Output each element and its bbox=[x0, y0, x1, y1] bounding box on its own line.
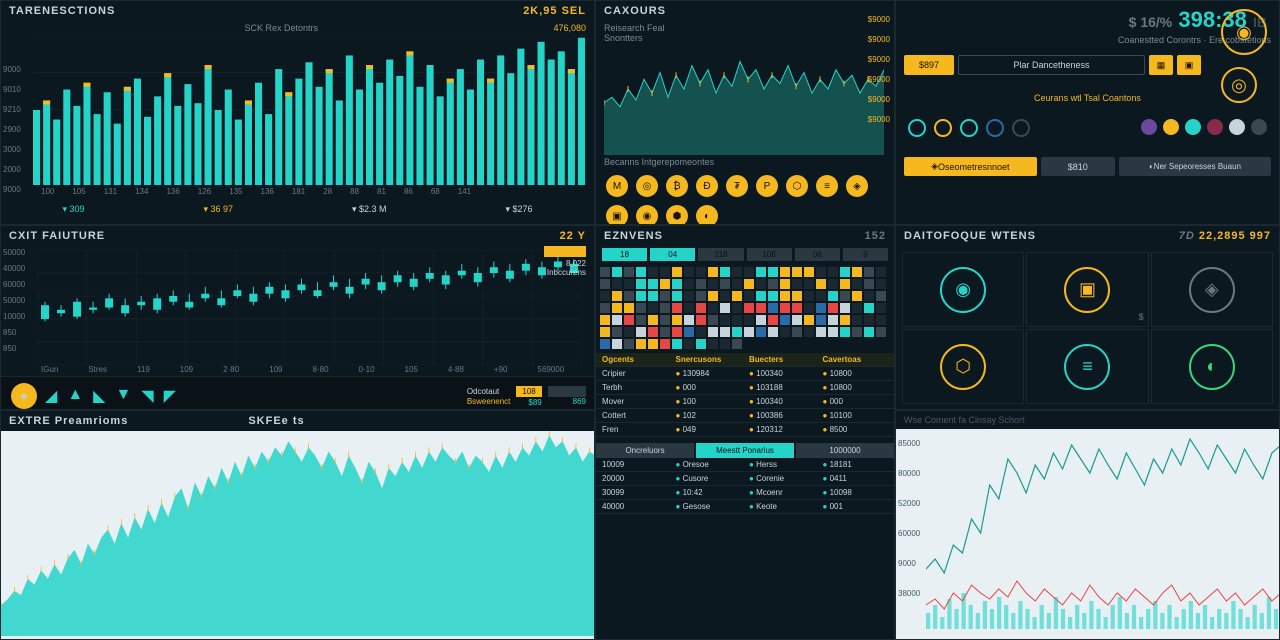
coin-icon[interactable]: P bbox=[756, 175, 778, 197]
asset-icon[interactable]: ◐ bbox=[1189, 344, 1235, 390]
panel-title: TARENESCTIONS bbox=[9, 5, 115, 17]
stat-value: ▾ 309 bbox=[62, 204, 84, 215]
indicator-dot[interactable] bbox=[1251, 119, 1267, 135]
table-row[interactable]: 30099● 10:42● Mcoenr● 10098 bbox=[596, 486, 894, 500]
comment-panel: Wse Coment fa Cinsay Schort 850008000052… bbox=[895, 410, 1280, 640]
coins-label: Becanns Intgerepomeontes bbox=[596, 155, 894, 169]
table-row[interactable]: Mover● 100● 100340● 000 bbox=[596, 395, 894, 409]
coin-icon[interactable]: ₿ bbox=[666, 175, 688, 197]
chart-icon[interactable]: ◤ bbox=[164, 386, 176, 406]
chart-icon[interactable]: ◣ bbox=[93, 386, 105, 406]
tab[interactable]: Meestt Ponarius bbox=[696, 443, 794, 458]
indicator-dot[interactable] bbox=[1141, 119, 1157, 135]
panel-title: EXTRE Preamrioms bbox=[9, 415, 128, 427]
panel-subtitle: SCK Rex Detontrs bbox=[244, 23, 318, 33]
stat-value: ▾ $276 bbox=[505, 204, 532, 215]
tab[interactable]: 218 bbox=[698, 248, 743, 261]
coin-icon[interactable]: ◐ bbox=[696, 205, 718, 225]
bar-chart: 9000901092102900300020009000 10010513113… bbox=[1, 35, 594, 225]
indicator-dot[interactable] bbox=[986, 119, 1004, 137]
coin-icon[interactable]: ⬢ bbox=[666, 205, 688, 225]
icon-button[interactable]: ▦ bbox=[1149, 55, 1173, 75]
tab[interactable]: 18 bbox=[602, 248, 647, 261]
coin-icon[interactable]: Ð bbox=[696, 175, 718, 197]
table-row[interactable]: Cottert● 102● 100386● 10100 bbox=[596, 409, 894, 423]
table-row[interactable]: 40000● Gesose● Keote● 001 bbox=[596, 500, 894, 514]
hours-panel: CAXOURS Reisearch FealSnontters $9000$90… bbox=[595, 0, 895, 225]
price-button[interactable]: $897 bbox=[904, 55, 954, 75]
footer-button[interactable]: ◐ Ner Sepeoresses Buaun bbox=[1119, 157, 1271, 176]
heatmap-grid bbox=[596, 263, 894, 353]
panel-title: Wse Coment fa Cinsay Schort bbox=[896, 411, 1279, 429]
indicator-dot[interactable] bbox=[1012, 119, 1030, 137]
tab[interactable]: 9 bbox=[843, 248, 888, 261]
data-table: Cripier● 130984● 100340● 10800Terbh● 000… bbox=[596, 367, 894, 437]
price-controls-panel: $ 16/% 398:38 IB Coanestted Corontrs · E… bbox=[895, 0, 1280, 225]
table-row[interactable]: 10009● Oresoe● Herss● 18181 bbox=[596, 458, 894, 472]
chart-icon[interactable]: ◢ bbox=[45, 386, 57, 406]
footer-button[interactable]: ◈ Oseometresnnoet bbox=[904, 157, 1037, 176]
candlestick-panel: CXIT FAIUTURE 22 Y 8,022 Inbccurens 5000… bbox=[0, 225, 595, 410]
indicator-dot[interactable] bbox=[1163, 119, 1179, 135]
table-row[interactable]: Terbh● 000● 103188● 10800 bbox=[596, 381, 894, 395]
action-button[interactable]: Plar Dancetheness bbox=[958, 55, 1145, 75]
coin-icon[interactable]: ◎ bbox=[636, 175, 658, 197]
tab[interactable]: 1000000 bbox=[796, 443, 894, 458]
table-row[interactable]: Cripier● 130984● 100340● 10800 bbox=[596, 367, 894, 381]
chart-icon[interactable]: ▼ bbox=[115, 386, 131, 406]
transactions-panel: TARENESCTIONS 2K,95 SEL SCK Rex Detontrs… bbox=[0, 0, 595, 225]
coin-icon[interactable]: ◉ bbox=[1221, 9, 1267, 55]
table-row[interactable]: Fren● 049● 120312● 8500 bbox=[596, 423, 894, 437]
portfolio-panel: DAITOFOQUE WTENS 7D 22,2895 997 ◉▣$◈⬡≡◐ bbox=[895, 225, 1280, 410]
table-row[interactable]: 20000● Cusore● Corenie● 0411 bbox=[596, 472, 894, 486]
icon-button[interactable]: ▣ bbox=[1177, 55, 1201, 75]
stat-value: ▾ $2.3 M bbox=[352, 204, 387, 215]
subtitle-value: 476,080 bbox=[553, 23, 586, 33]
events-panel: EZNVENS 152 1804218106089 OgcentsSnercus… bbox=[595, 225, 895, 640]
footer-button[interactable]: $810 bbox=[1041, 157, 1115, 176]
asset-icon[interactable]: ≡ bbox=[1064, 344, 1110, 390]
coin-icon[interactable]: ◈ bbox=[846, 175, 868, 197]
panel-title: DAITOFOQUE WTENS bbox=[904, 230, 1036, 242]
coin-icon[interactable]: ◉ bbox=[636, 205, 658, 225]
coin-icon[interactable]: ▣ bbox=[606, 205, 628, 225]
coin-icon[interactable]: ₮ bbox=[726, 175, 748, 197]
asset-icon[interactable]: ⬡ bbox=[940, 344, 986, 390]
chart-icon[interactable]: ◥ bbox=[141, 386, 153, 406]
coin-icon[interactable]: M bbox=[606, 175, 628, 197]
panel-value: 2K,95 SEL bbox=[523, 5, 586, 17]
panel-title: CXIT FAIUTURE bbox=[9, 230, 105, 242]
indicator-dot[interactable] bbox=[1185, 119, 1201, 135]
indicator-dot[interactable] bbox=[1229, 119, 1245, 135]
coin-icon[interactable]: ≡ bbox=[816, 175, 838, 197]
panel-title: EZNVENS bbox=[604, 230, 663, 242]
indicator-dot[interactable] bbox=[1207, 119, 1223, 135]
asset-icon[interactable]: ◈ bbox=[1189, 267, 1235, 313]
tab[interactable]: 08 bbox=[795, 248, 840, 261]
stat-value: ▾ 36 97 bbox=[203, 204, 233, 215]
coin-icon[interactable]: ⬡ bbox=[786, 175, 808, 197]
indicator-dot[interactable] bbox=[960, 119, 978, 137]
tab[interactable]: 04 bbox=[650, 248, 695, 261]
chart-icon[interactable]: ▲ bbox=[67, 386, 83, 406]
coin-icon[interactable]: ◈ bbox=[11, 383, 37, 409]
data-table: 10009● Oresoe● Herss● 1818120000● Cusore… bbox=[596, 458, 894, 514]
asset-icon[interactable]: ◉ bbox=[940, 267, 986, 313]
tab[interactable]: 106 bbox=[747, 248, 792, 261]
panel-title: CAXOURS bbox=[604, 5, 666, 17]
coin-icon[interactable]: ◎ bbox=[1221, 67, 1257, 103]
asset-icon[interactable]: ▣ bbox=[1064, 267, 1110, 313]
premiums-panel: EXTRE Preamrioms SKFEe ts bbox=[0, 410, 595, 640]
tab[interactable]: Oncreluors bbox=[596, 443, 694, 458]
indicator-dot[interactable] bbox=[934, 119, 952, 137]
indicator-dot[interactable] bbox=[908, 119, 926, 137]
coin-row: M ◎ ₿ Ð ₮ P ⬡ ≡ ◈ ▣ ◉ ⬢ ◐ bbox=[596, 169, 894, 225]
